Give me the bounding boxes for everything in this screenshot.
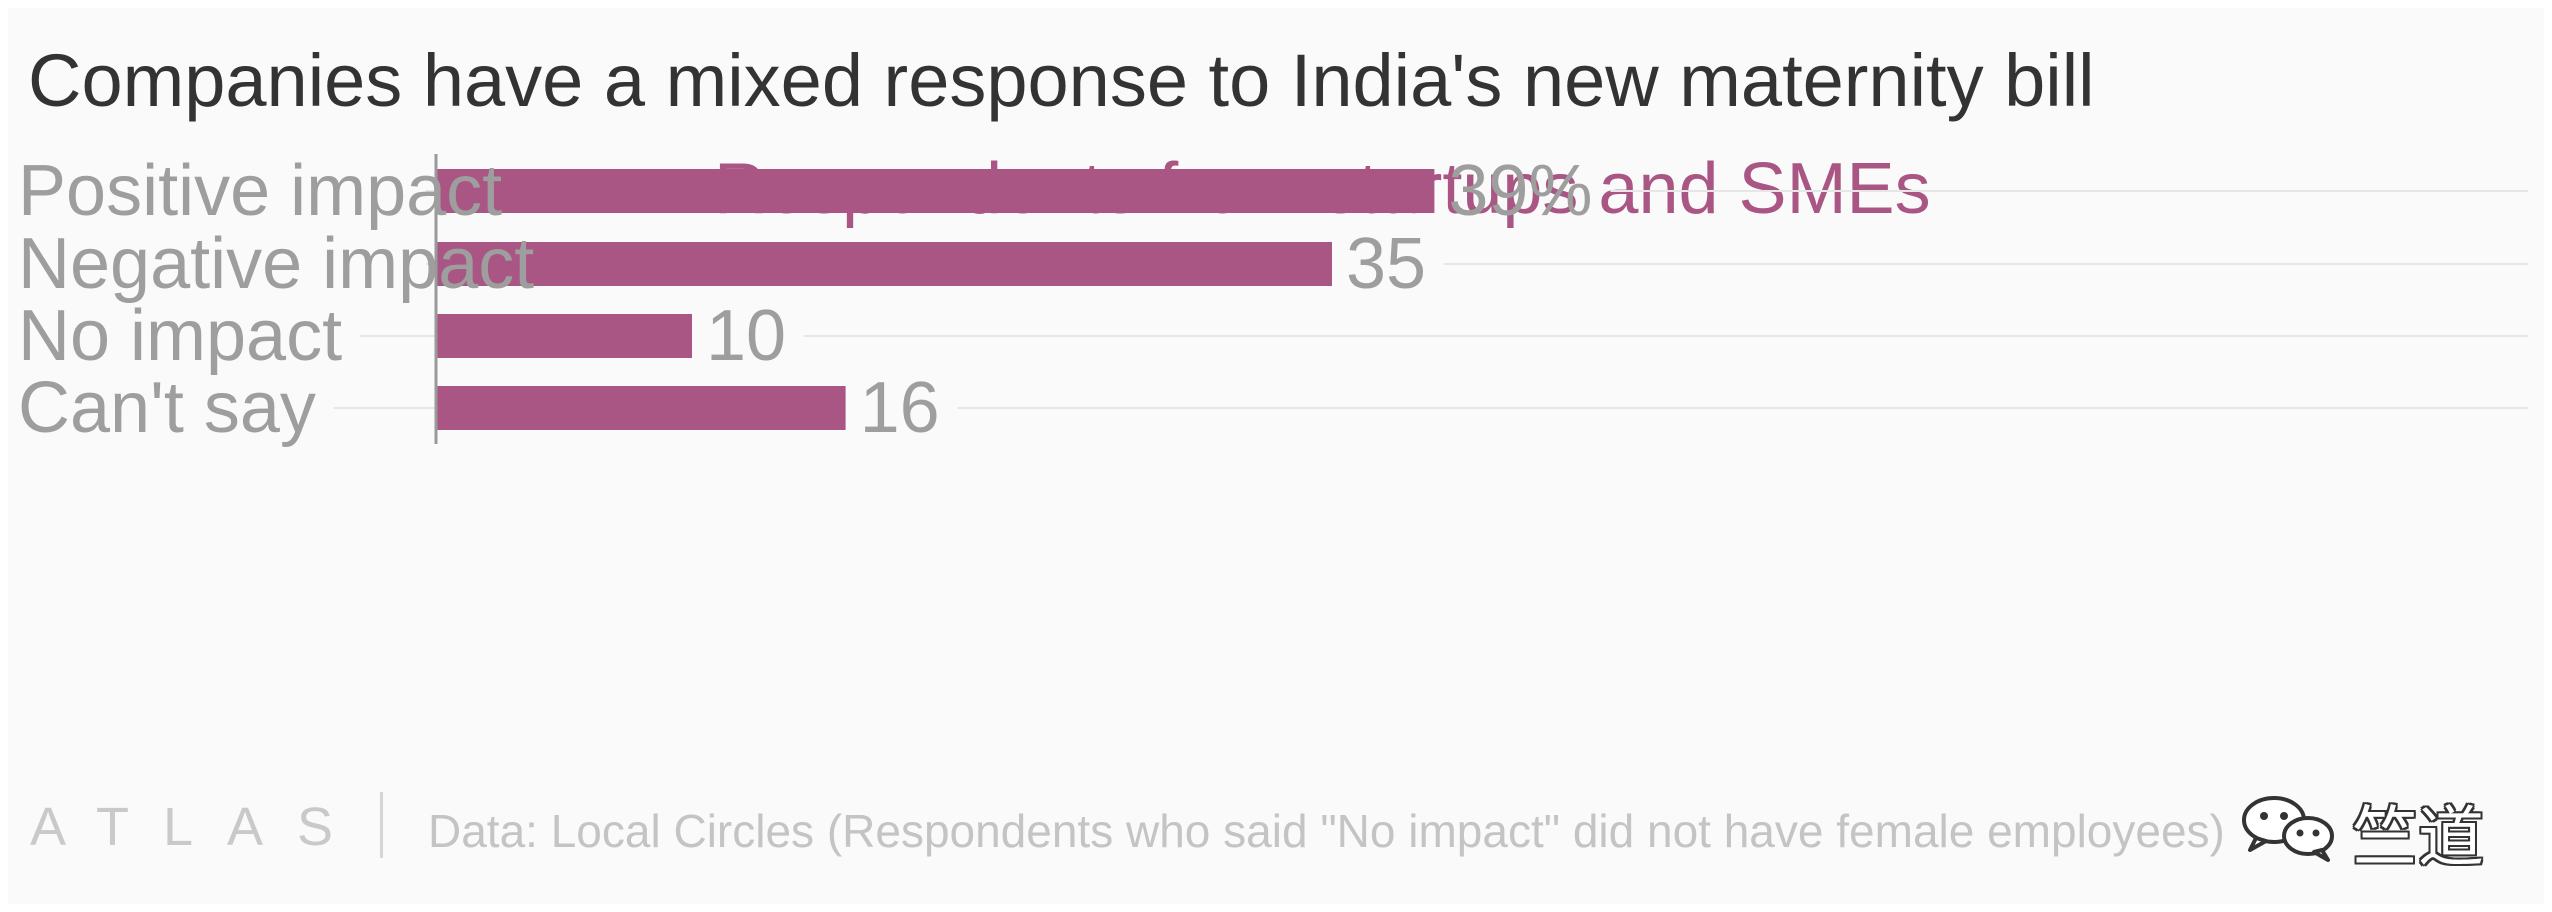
chart-card: Companies have a mixed response to India…: [8, 8, 2544, 904]
category-label: Can't say: [18, 368, 316, 448]
source-note: Data: Local Circles (Respondents who sai…: [428, 805, 2225, 857]
watermark-text: 竺道: [2352, 800, 2484, 874]
chart-footer: ATLAS Data: Local Circles (Respondents w…: [8, 778, 2544, 878]
bar: [436, 386, 846, 430]
value-label: 35: [1346, 224, 1426, 304]
bar: [436, 242, 1332, 286]
bar-chart: Positive impact 39% Negative impact 35 No im…: [18, 151, 2528, 448]
footer-divider: [380, 792, 383, 858]
category-label: Positive impact: [18, 151, 502, 231]
atlas-logo: ATLAS: [30, 797, 368, 857]
category-label: Negative impact: [18, 224, 534, 304]
bar: [436, 314, 692, 358]
category-label: No impact: [18, 296, 342, 376]
value-label: 16: [860, 368, 940, 448]
labels: Positive impact 39% Negative impact 35 No im…: [18, 151, 1593, 448]
grid-lines: [333, 190, 2528, 409]
chart-title: Companies have a mixed response to India…: [28, 39, 2095, 122]
wechat-icon: [2242, 796, 2334, 862]
value-label: 39%: [1448, 151, 1592, 231]
bar: [436, 169, 1435, 213]
value-label: 10: [706, 296, 786, 376]
bars: [436, 169, 1435, 430]
